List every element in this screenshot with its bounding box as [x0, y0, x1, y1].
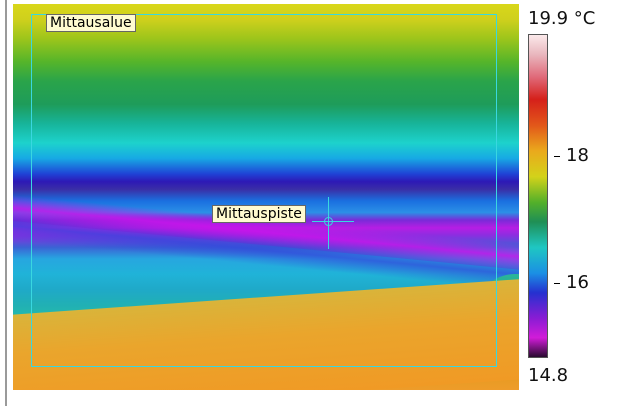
measurement-area-box[interactable] [31, 14, 497, 367]
scale-tick [554, 156, 560, 157]
left-border [5, 0, 7, 406]
scale-min-label: 14.8 [528, 365, 569, 386]
scale-tick [554, 283, 560, 284]
spot-crosshair-icon[interactable] [324, 217, 333, 226]
scale-tick-label: 16 [566, 272, 589, 293]
scale-tick-label: 18 [566, 145, 589, 166]
scale-max-label: 19.9 °C [528, 8, 596, 29]
measurement-spot-label[interactable]: Mittauspiste [212, 205, 306, 223]
measurement-area-label[interactable]: Mittausalue [46, 14, 136, 32]
temperature-scale-bar [528, 34, 548, 358]
thermal-image[interactable] [13, 4, 519, 390]
spot-crosshair-horizontal [312, 221, 354, 222]
